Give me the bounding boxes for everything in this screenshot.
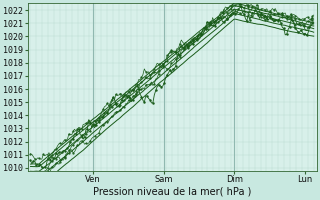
- X-axis label: Pression niveau de la mer( hPa ): Pression niveau de la mer( hPa ): [93, 187, 251, 197]
